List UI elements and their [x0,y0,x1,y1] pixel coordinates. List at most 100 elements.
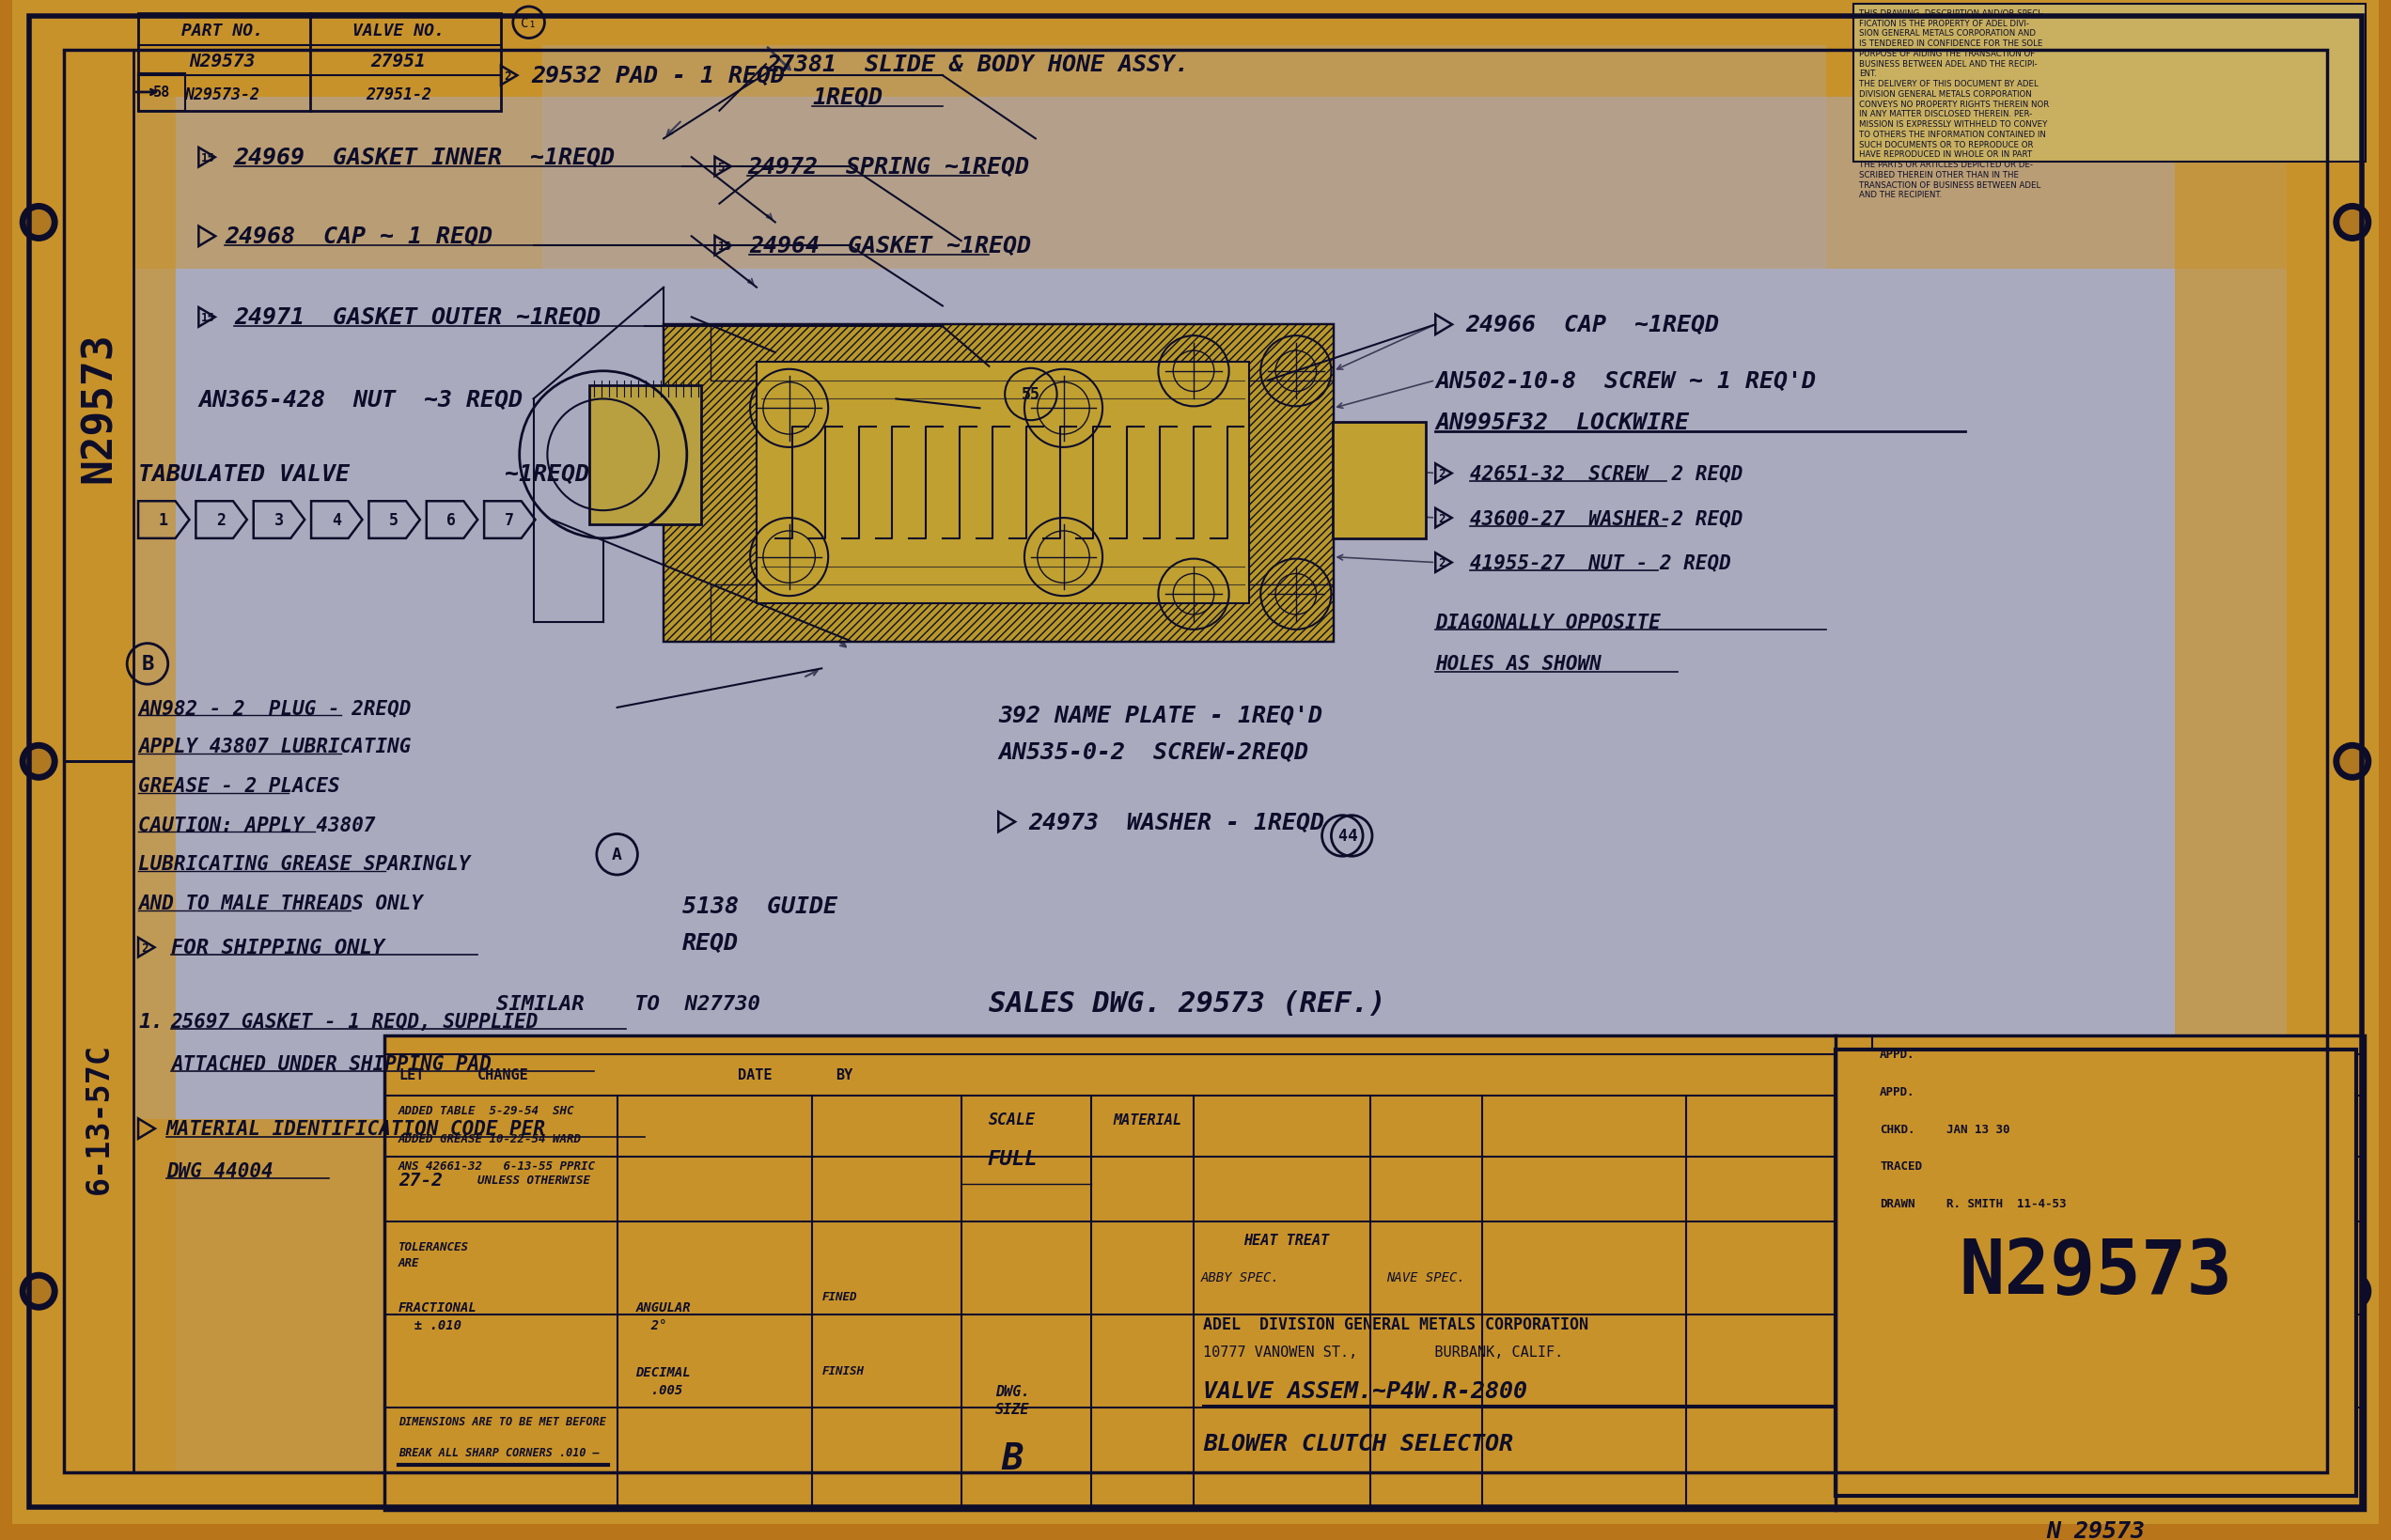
Text: DECIMAL
  .005: DECIMAL .005 [636,1366,691,1397]
Text: DIMENSIONS ARE TO BE MET BEFORE: DIMENSIONS ARE TO BE MET BEFORE [399,1415,607,1428]
Circle shape [2341,1280,2365,1303]
Text: N29573: N29573 [79,331,120,482]
Text: FOR SHIPPING ONLY: FOR SHIPPING ONLY [170,938,385,956]
Text: ANS 42661-32   6-13-55 PPRIC: ANS 42661-32 6-13-55 PPRIC [399,1160,595,1172]
Text: 58: 58 [153,86,170,100]
Text: DATE: DATE [739,1067,772,1083]
Text: 27381  SLIDE & BODY HONE ASSY.: 27381 SLIDE & BODY HONE ASSY. [765,54,1188,77]
Bar [710,585,1334,641]
Text: PART NO.: PART NO. [182,22,263,39]
Text: DRAWN: DRAWN [1879,1197,1915,1209]
Text: TRACED: TRACED [1879,1160,1922,1172]
Text: N29573-2: N29573-2 [184,86,261,103]
Text: 27951-2: 27951-2 [366,86,430,103]
Bar [65,97,2286,270]
Text: 25697 GASKET - 1 REQD, SUPPLIED: 25697 GASKET - 1 REQD, SUPPLIED [170,1013,538,1032]
Circle shape [26,211,50,236]
Circle shape [19,1274,57,1311]
Text: 55: 55 [1021,387,1040,403]
Text: AN995F32  LOCKWIRE: AN995F32 LOCKWIRE [1435,411,1688,434]
Bar [1836,1050,2355,1495]
Text: ADEL  DIVISION GENERAL METALS CORPORATION: ADEL DIVISION GENERAL METALS CORPORATION [1203,1315,1588,1332]
Text: AN502-10-8  SCREW ~ 1 REQ'D: AN502-10-8 SCREW ~ 1 REQ'D [1435,370,1817,393]
Text: 2: 2 [505,71,512,82]
Text: 6: 6 [447,511,457,528]
Text: ANGULAR
  2°: ANGULAR 2° [636,1301,691,1331]
Bar [139,14,500,111]
Text: 2: 2 [1439,513,1444,525]
Text: VALVE ASSEM.~P4W.R-2800: VALVE ASSEM.~P4W.R-2800 [1203,1380,1528,1401]
Text: THIS DRAWING, DESCRIPTION AND/OR SPECI-
FICATION IS THE PROPERTY OF ADEL DIVI-
S: THIS DRAWING, DESCRIPTION AND/OR SPECI- … [1860,9,2049,200]
Text: GREASE - 2 PLACES: GREASE - 2 PLACES [139,776,340,795]
Text: 43600-27  WASHER-2 REQD: 43600-27 WASHER-2 REQD [1470,510,1743,528]
Text: 2: 2 [1439,557,1444,570]
Text: BREAK ALL SHARP CORNERS .010 —: BREAK ALL SHARP CORNERS .010 — [399,1446,600,1458]
Bar [385,1036,2365,1509]
Text: BY: BY [834,1067,854,1083]
Text: FINISH: FINISH [823,1364,863,1377]
Circle shape [2334,744,2372,781]
Text: BLOWER CLUTCH SELECTOR: BLOWER CLUTCH SELECTOR [1203,1432,1514,1454]
Bar [139,74,184,111]
Text: B: B [1002,1441,1023,1477]
Text: A: A [612,847,622,864]
Text: 24971  GASKET OUTER ~1REQD: 24971 GASKET OUTER ~1REQD [234,306,600,330]
Text: 15: 15 [201,311,215,323]
Text: ATTACHED UNDER SHIPPING PAD: ATTACHED UNDER SHIPPING PAD [170,1055,490,1073]
Text: 27-2: 27-2 [399,1170,442,1189]
Text: 6-13-57C: 6-13-57C [84,1043,115,1193]
Bar [1853,5,2365,163]
Text: 1: 1 [158,511,167,528]
Text: ADDED GREASE 10-22-54 WARD: ADDED GREASE 10-22-54 WARD [399,1132,581,1144]
Text: 2: 2 [141,941,148,953]
Text: LET: LET [399,1067,423,1083]
Text: 29532 PAD - 1 REQD: 29532 PAD - 1 REQD [531,65,784,88]
Text: 5138  GUIDE: 5138 GUIDE [681,895,837,918]
Text: AN535-0-2  SCREW-2REQD: AN535-0-2 SCREW-2REQD [999,741,1308,764]
Text: 5: 5 [390,511,399,528]
Text: 7: 7 [505,511,514,528]
Text: 4: 4 [1346,827,1356,844]
Text: 4: 4 [332,511,342,528]
Text: LUBRICATING GREASE SPARINGLY: LUBRICATING GREASE SPARINGLY [139,855,471,873]
Text: NAVE SPEC.: NAVE SPEC. [1387,1270,1466,1284]
Text: MATERIAL IDENTIFICATION CODE PER: MATERIAL IDENTIFICATION CODE PER [165,1120,545,1138]
Circle shape [2341,750,2365,775]
Bar [65,97,175,1472]
Text: AN365-428  NUT  ~3 REQD: AN365-428 NUT ~3 REQD [198,388,524,411]
Bar [588,385,701,525]
Bar [65,762,134,1472]
Circle shape [26,750,50,775]
Text: N29573: N29573 [189,52,256,71]
Text: JAN 13 30: JAN 13 30 [1946,1123,2011,1135]
Text: B: B [141,654,153,673]
Circle shape [26,1280,50,1303]
Text: TOLERANCES
ARE: TOLERANCES ARE [399,1240,469,1269]
Text: 24972  SPRING ~1REQD: 24972 SPRING ~1REQD [748,156,1028,179]
Text: SCALE: SCALE [990,1110,1035,1127]
Bar [65,51,134,762]
Text: 24969  GASKET INNER  ~1REQD: 24969 GASKET INNER ~1REQD [234,146,614,169]
Text: ADDED TABLE  5-29-54  SHC: ADDED TABLE 5-29-54 SHC [399,1104,574,1116]
Text: AND TO MALE THREADS ONLY: AND TO MALE THREADS ONLY [139,893,423,912]
Text: 24964  GASKET ~1REQD: 24964 GASKET ~1REQD [748,236,1031,257]
Text: REQD: REQD [681,932,739,955]
Bar [710,325,1334,380]
Text: CAUTION: APPLY 43807: CAUTION: APPLY 43807 [139,816,375,835]
Bar [665,325,756,641]
Text: N 29573: N 29573 [2047,1518,2145,1540]
Text: SIMILAR    TO  N27730: SIMILAR TO N27730 [497,993,760,1013]
Text: FULL: FULL [987,1149,1038,1167]
Text: 24968  CAP ~ 1 REQD: 24968 CAP ~ 1 REQD [225,226,493,248]
Text: 24973  WASHER - 1REQD: 24973 WASHER - 1REQD [1028,812,1325,833]
Text: CHANGE: CHANGE [478,1067,528,1083]
Text: FINED: FINED [823,1291,856,1303]
Text: CHKD.: CHKD. [1879,1123,1915,1135]
Text: ABBY SPEC.: ABBY SPEC. [1200,1270,1279,1284]
Text: APPD.: APPD. [1879,1049,1915,1061]
Bar [1334,422,1425,539]
Text: FRACTIONAL
  ± .010: FRACTIONAL ± .010 [399,1301,478,1331]
Circle shape [19,205,57,242]
Text: R. SMITH  11-4-53: R. SMITH 11-4-53 [1946,1197,2066,1209]
Text: 3: 3 [275,511,282,528]
